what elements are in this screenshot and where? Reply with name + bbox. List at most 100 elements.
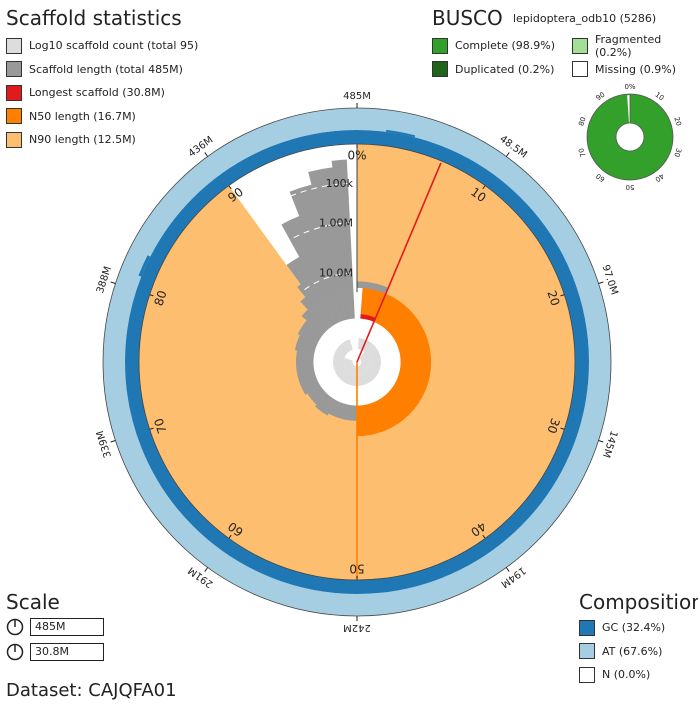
busco-tick-label: 20 [672, 116, 682, 127]
legend-label: Log10 scaffold count (total 95) [29, 39, 199, 53]
log-grid-circle [304, 272, 355, 291]
percent-tick [228, 185, 232, 190]
length-tick [505, 567, 510, 572]
length-tick-label: 242M [343, 622, 371, 633]
busco-tick-label: 70 [577, 147, 587, 158]
legend-gc: GC (32.4%) [579, 616, 665, 640]
legend-label: Fragmented (0.2%) [595, 32, 662, 59]
clock-icon [6, 643, 24, 660]
scaffold-length-step [308, 167, 357, 362]
length-tick [110, 440, 116, 443]
swatch-n90 [6, 131, 22, 148]
percent-tick [228, 534, 232, 539]
gap [357, 287, 363, 362]
busco-lineage: lepidoptera_odb10 (5286) [513, 12, 657, 25]
scale-title: Scale [6, 590, 60, 614]
swatch-longest-scaffold [6, 84, 22, 101]
length-tick-label: 388M [95, 265, 114, 295]
legend-busco-fragmented: Fragmented (0.2%) [572, 32, 692, 59]
dataset-label: Dataset: CAJQFA01 [6, 680, 177, 701]
length-tick [598, 281, 604, 284]
percent-tick [482, 534, 486, 539]
percent-tick [560, 427, 565, 430]
composition-title: Composition [579, 590, 698, 614]
scale-legend: 485M 30.8M [6, 614, 104, 664]
longest-scaffold-line [356, 162, 442, 363]
composition-legend: GC (32.4%) AT (67.6%) N (0.0%) [579, 616, 665, 687]
busco-hole [615, 122, 645, 152]
percent-tick-label: 70 [152, 416, 170, 435]
inner-circle [138, 143, 576, 581]
scale-total-label: 485M [30, 617, 104, 636]
gc-bump [138, 255, 151, 277]
swatch-busco-duplicated [432, 61, 448, 78]
count-spiral [343, 351, 371, 376]
percent-tick-label: 80 [152, 289, 170, 308]
swatch-log10-count [6, 37, 22, 54]
scaffold-length-step [289, 184, 357, 362]
percent-tick [149, 427, 154, 430]
legend-log10-count: Log10 scaffold count (total 95) [6, 34, 198, 58]
length-tick [598, 440, 604, 443]
radial-scale-label: 1.00M [319, 216, 353, 229]
scaffold-stats-legend: Log10 scaffold count (total 95) Scaffold… [6, 34, 198, 152]
busco-tick-label: 50 [626, 183, 635, 191]
legend-label: GC (32.4%) [602, 621, 666, 635]
length-tick-label: 485M [343, 91, 371, 102]
legend-label: AT (67.6%) [602, 644, 663, 658]
legend-scaffold-length: Scaffold length (total 485M) [6, 58, 198, 82]
gc-bump [386, 129, 416, 138]
radial-scale-label: 10.0M [319, 267, 353, 280]
busco-title: BUSCO [432, 6, 503, 30]
legend-busco-complete: Complete (98.9%) [432, 34, 572, 58]
swatch-n [579, 666, 595, 683]
swatch-busco-fragmented [572, 37, 588, 54]
scale-row-longest: 30.8M [6, 639, 104, 664]
scale-row-total: 485M [6, 614, 104, 639]
legend-label: N50 length (16.7M) [29, 109, 136, 123]
busco-tick-label: 90 [595, 91, 607, 103]
busco-tick-label: 30 [672, 147, 682, 158]
length-tick-label: 145M [600, 429, 619, 459]
count-spiral [333, 338, 381, 386]
busco-tick-label: 0% [624, 83, 635, 91]
busco-tick-label: 60 [595, 172, 607, 184]
percent-tick [482, 185, 486, 190]
legend-busco-missing: Missing (0.9%) [572, 58, 692, 82]
legend-label: N (0.0%) [602, 668, 651, 682]
swatch-scaffold-length [6, 61, 22, 78]
percent-tick-label: 50 [349, 562, 364, 576]
legend-label: Duplicated (0.2%) [455, 62, 555, 76]
percent-tick [560, 294, 565, 297]
scaffold-stats-title: Scaffold statistics [6, 6, 182, 30]
length-tick-label: 97.0M [599, 264, 619, 297]
length-tick [110, 281, 116, 284]
busco-complete-arc [586, 94, 673, 180]
percent-tick [149, 294, 154, 297]
length-tick [505, 152, 510, 157]
legend-label: Complete (98.9%) [455, 39, 556, 53]
percent-tick-label: 0% [347, 149, 366, 163]
percent-tick-label: 20 [544, 289, 562, 308]
swatch-at [579, 643, 595, 660]
scale-longest-label: 30.8M [30, 642, 104, 661]
percent-tick-label: 30 [544, 416, 562, 435]
legend-n50: N50 length (16.7M) [6, 105, 198, 129]
busco-tick-label: 10 [653, 91, 665, 103]
legend-label: Longest scaffold (30.8M) [29, 86, 165, 100]
swatch-n50 [6, 108, 22, 125]
legend-n: N (0.0%) [579, 663, 665, 687]
length-tick-label: 339M [95, 429, 114, 459]
legend-label: Missing (0.9%) [595, 62, 677, 76]
legend-busco-duplicated: Duplicated (0.2%) [432, 58, 572, 82]
clock-icon [6, 618, 24, 635]
swatch-busco-complete [432, 37, 448, 54]
swatch-gc [579, 619, 595, 636]
legend-label: Scaffold length (total 485M) [29, 62, 183, 76]
legend-label: N90 length (12.5M) [29, 133, 136, 147]
busco-tick-label: 80 [577, 116, 587, 127]
busco-tick-label: 40 [653, 172, 665, 184]
at-ring [103, 108, 611, 616]
length-tick [204, 152, 209, 157]
